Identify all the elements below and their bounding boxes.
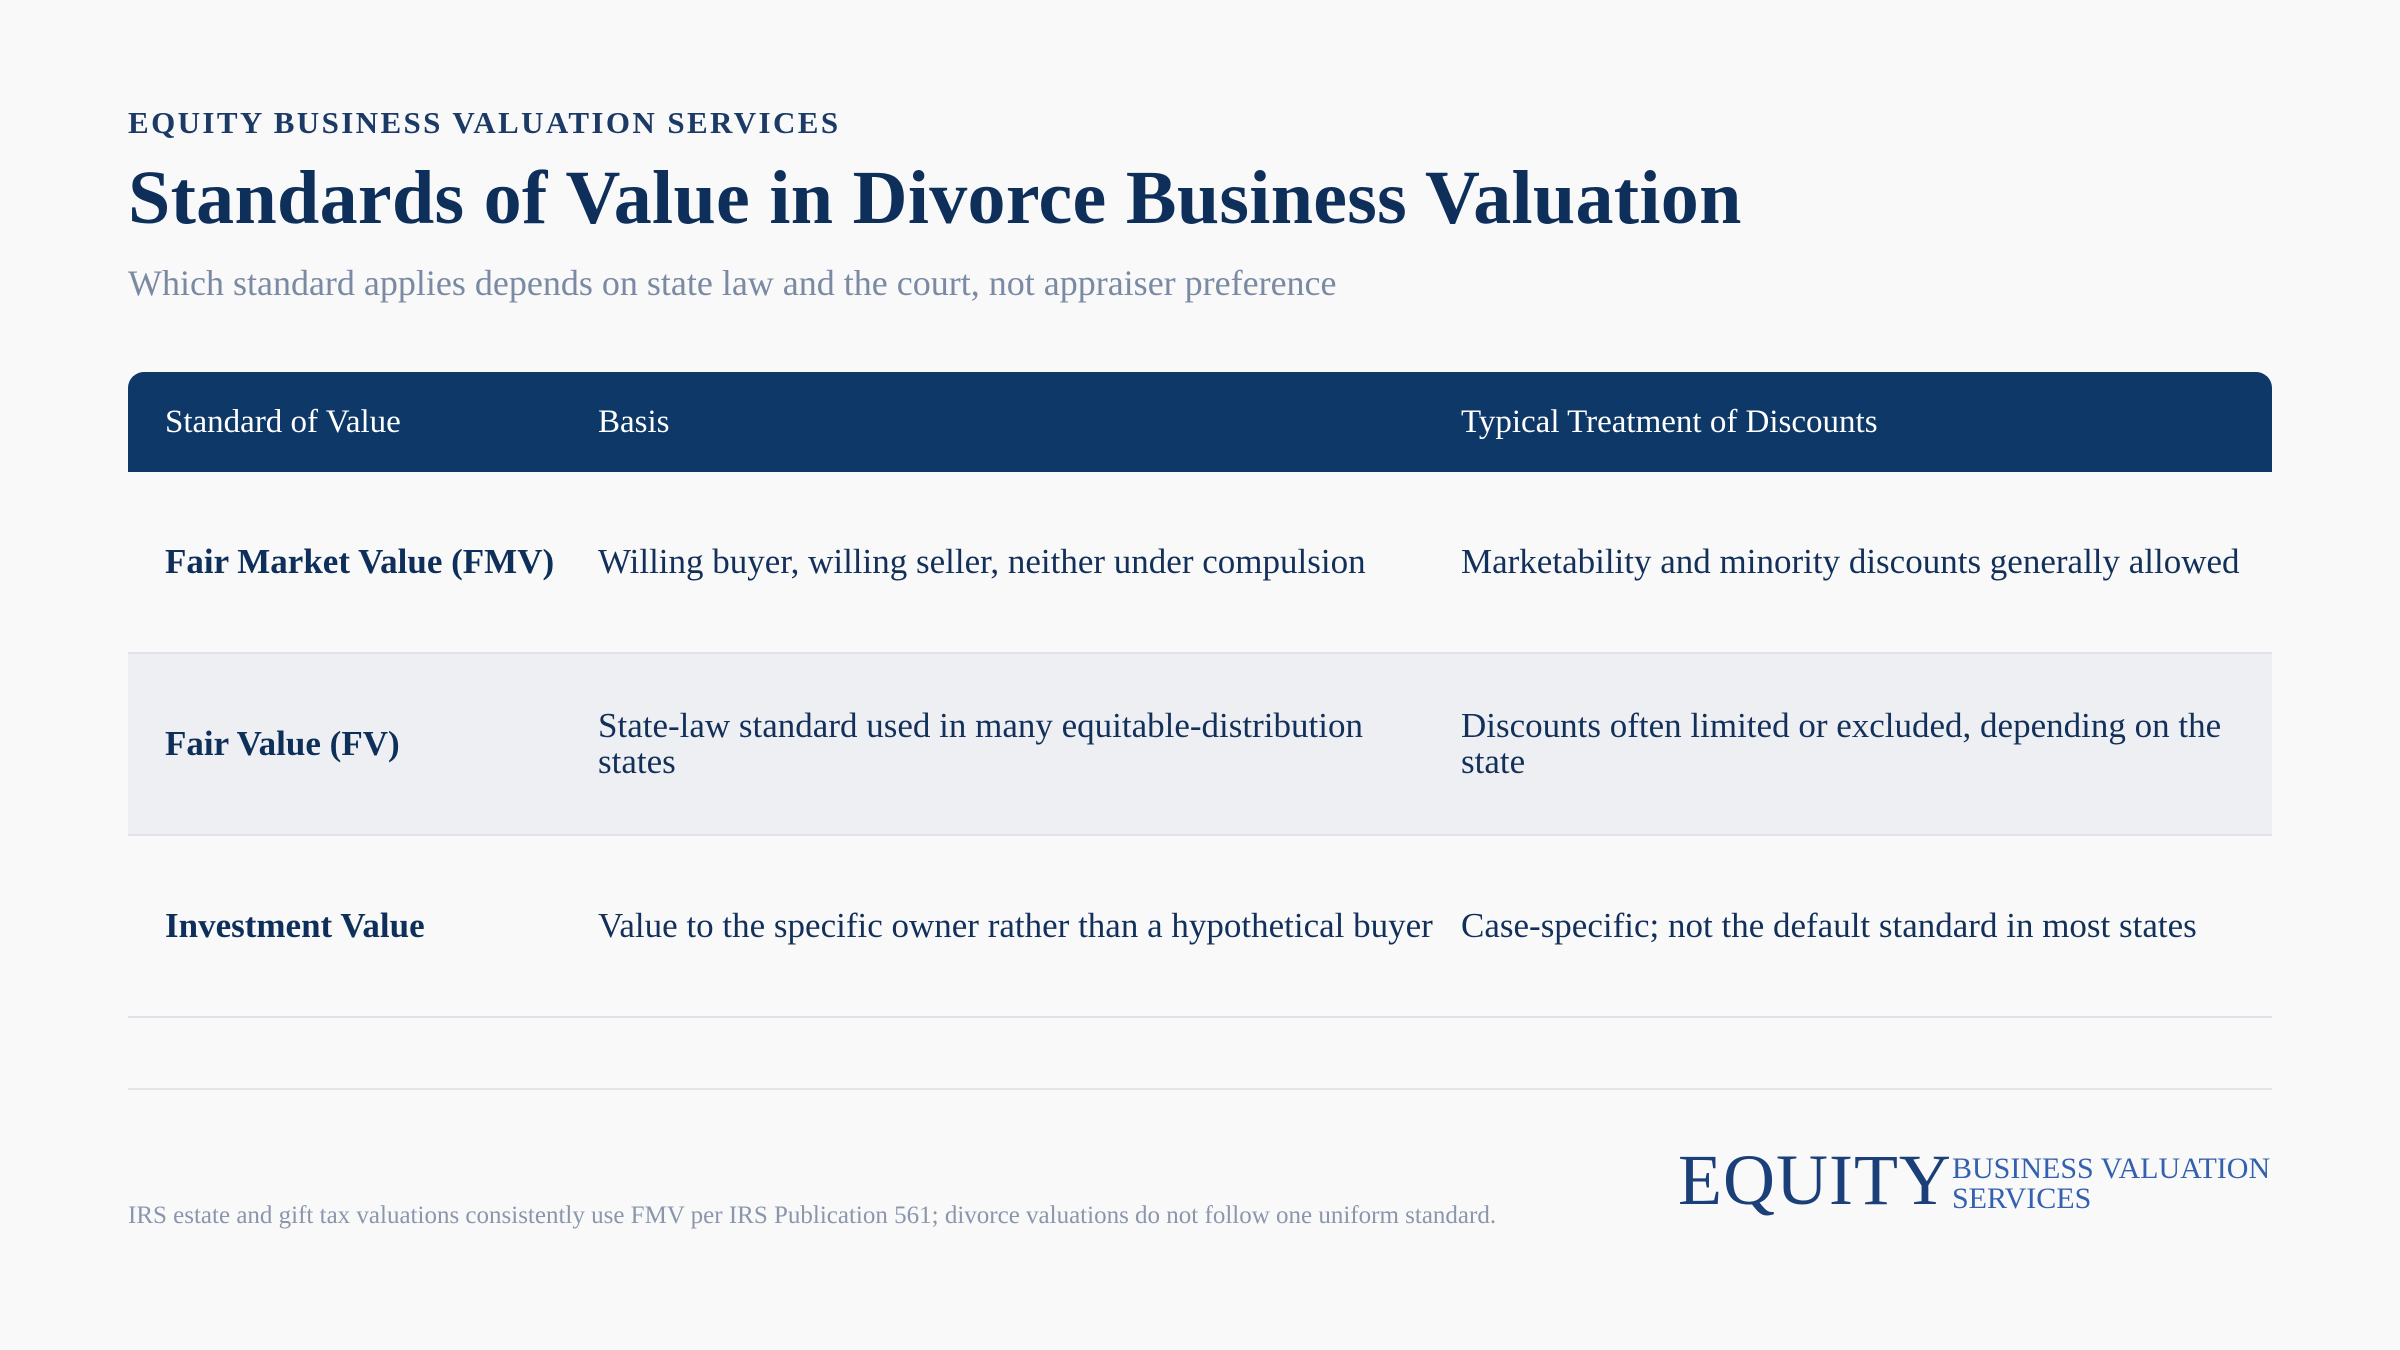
standard-cell: Fair Market Value (FMV) [165, 472, 555, 652]
basis-text: Value to the specific owner rather than … [598, 906, 1433, 945]
standard-cell: Investment Value [165, 836, 555, 1016]
logo-tagline-line-1: BUSINESS VALUATION [1952, 1152, 2271, 1185]
basis-cell: State-law standard used in many equitabl… [598, 654, 1438, 834]
table-row: Fair Market Value (FMV) Willing buyer, w… [128, 472, 2272, 654]
discounts-text: Discounts often limited or excluded, dep… [1461, 706, 2222, 781]
discounts-cell: Case-specific; not the default standard … [1461, 836, 2251, 1016]
discounts-cell: Marketability and minority discounts gen… [1461, 472, 2251, 652]
standard-name: Fair Value (FV) [165, 724, 400, 763]
discounts-text: Marketability and minority discounts gen… [1461, 542, 2240, 581]
page: EQUITY BUSINESS VALUATION SERVICES Stand… [128, 0, 2272, 1350]
footer-divider [128, 1088, 2272, 1090]
logo-tagline-line-2: SERVICES [1952, 1182, 2092, 1215]
standard-name: Fair Market Value (FMV) [165, 542, 555, 581]
page-subtitle: Which standard applies depends on state … [128, 263, 1337, 303]
standard-cell: Fair Value (FV) [165, 654, 555, 834]
page-title: Standards of Value in Divorce Business V… [128, 156, 1742, 240]
column-header-standard: Standard of Value [165, 404, 401, 440]
discounts-cell: Discounts often limited or excluded, dep… [1461, 654, 2251, 834]
table-header: Standard of Value Basis Typical Treatmen… [128, 372, 2272, 472]
column-header-basis: Basis [598, 404, 670, 440]
standards-table: Standard of Value Basis Typical Treatmen… [128, 372, 2272, 1018]
brand-eyebrow: EQUITY BUSINESS VALUATION SERVICES [128, 105, 841, 140]
logo-tagline: BUSINESS VALUATION SERVICES [1952, 1154, 2272, 1214]
basis-cell: Value to the specific owner rather than … [598, 836, 1438, 1016]
table-row: Fair Value (FV) State-law standard used … [128, 654, 2272, 836]
basis-text: State-law standard used in many equitabl… [598, 706, 1363, 781]
column-header-discounts: Typical Treatment of Discounts [1461, 404, 1878, 440]
discounts-text: Case-specific; not the default standard … [1461, 906, 2197, 945]
footnote: IRS estate and gift tax valuations consi… [128, 1202, 1497, 1229]
basis-cell: Willing buyer, willing seller, neither u… [598, 472, 1438, 652]
company-logo: EQUITY BUSINESS VALUATION SERVICES [1678, 1140, 2272, 1220]
logo-wordmark: EQUITY [1678, 1140, 1952, 1220]
basis-text: Willing buyer, willing seller, neither u… [598, 542, 1366, 581]
table-row: Investment Value Value to the specific o… [128, 836, 2272, 1018]
standard-name: Investment Value [165, 906, 425, 945]
